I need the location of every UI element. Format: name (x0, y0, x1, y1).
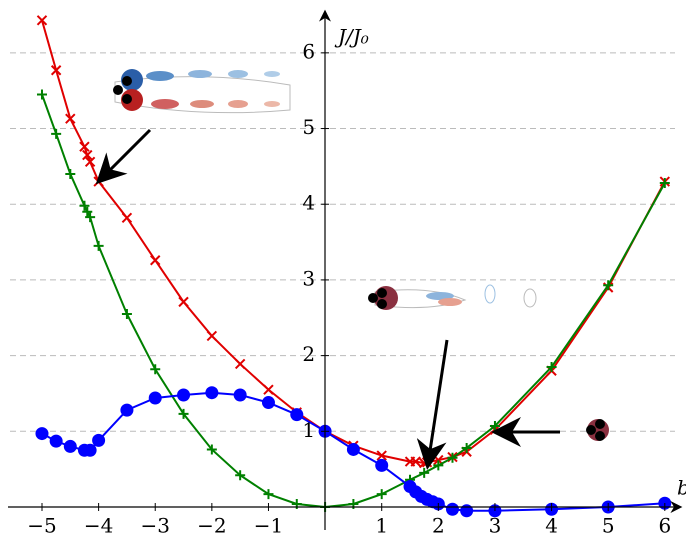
data-point (121, 212, 133, 224)
data-point (84, 156, 96, 168)
flow-inset (586, 419, 609, 441)
x-tick-label: −4 (84, 513, 113, 537)
data-point (376, 450, 387, 461)
arrow (416, 339, 449, 470)
data-point (92, 433, 106, 447)
data-point (375, 458, 389, 472)
data-point (79, 200, 90, 211)
data-point (461, 442, 472, 453)
data-point (206, 330, 218, 342)
y-tick-label: 3 (302, 266, 315, 290)
x-tick-label: 4 (545, 513, 558, 537)
data-point (150, 364, 161, 375)
data-point (121, 308, 132, 319)
data-point (51, 128, 62, 139)
insets (113, 69, 609, 441)
data-point (35, 427, 49, 441)
arrow (95, 128, 152, 185)
data-point (178, 408, 189, 419)
plot-area (35, 15, 672, 518)
x-tick-label: 3 (489, 513, 502, 537)
y-tick-label: 5 (302, 115, 315, 139)
y-axis-label: J/J₀ (334, 25, 369, 49)
data-point (263, 489, 274, 500)
grid (10, 52, 675, 432)
data-point (546, 361, 557, 372)
y-tick-label: 1 (302, 418, 315, 442)
data-point (261, 396, 275, 410)
data-point (447, 452, 458, 463)
data-point (65, 168, 76, 179)
data-point (659, 178, 670, 189)
x-tick-label: 6 (658, 513, 671, 537)
data-point (83, 443, 97, 457)
series (36, 89, 670, 512)
flow-inset (113, 69, 291, 114)
data-point (376, 489, 387, 500)
x-tick-label: −2 (197, 513, 226, 537)
data-point (82, 206, 93, 217)
data-point (36, 15, 48, 26)
data-point (603, 280, 614, 291)
data-point (49, 434, 63, 448)
x-tick-label: −5 (27, 513, 56, 537)
data-point (93, 240, 104, 251)
data-point (205, 386, 219, 400)
data-point (206, 444, 217, 455)
x-tick-label: −1 (254, 513, 283, 537)
x-tick-label: −3 (140, 513, 169, 537)
data-point (65, 113, 76, 124)
x-tick-label: 2 (432, 513, 445, 537)
data-point (445, 502, 459, 516)
data-point (85, 212, 96, 223)
data-point (233, 388, 247, 402)
data-point (148, 391, 162, 405)
y-tick-label: 2 (302, 342, 315, 366)
data-point (235, 470, 246, 481)
x-tick-label: 1 (375, 513, 388, 537)
data-point (63, 439, 77, 453)
data-point (263, 384, 274, 395)
flow-inset (368, 284, 537, 310)
data-point (50, 65, 62, 76)
data-point (290, 408, 304, 422)
data-point (234, 358, 246, 370)
x-tick-label: 5 (602, 513, 615, 537)
y-tick-label: 4 (302, 191, 315, 215)
arrows (95, 128, 560, 470)
data-point (460, 504, 474, 518)
data-point (150, 255, 161, 266)
data-point (177, 388, 191, 402)
data-point (36, 89, 47, 100)
data-point (79, 141, 90, 152)
series (35, 386, 672, 518)
data-point (419, 467, 430, 478)
x-axis-label: b (677, 476, 686, 500)
data-point (346, 442, 360, 456)
data-point (178, 296, 189, 308)
data-point (433, 460, 444, 471)
data-point (120, 403, 134, 417)
data-point (82, 149, 93, 161)
y-tick-label: 6 (302, 39, 315, 63)
